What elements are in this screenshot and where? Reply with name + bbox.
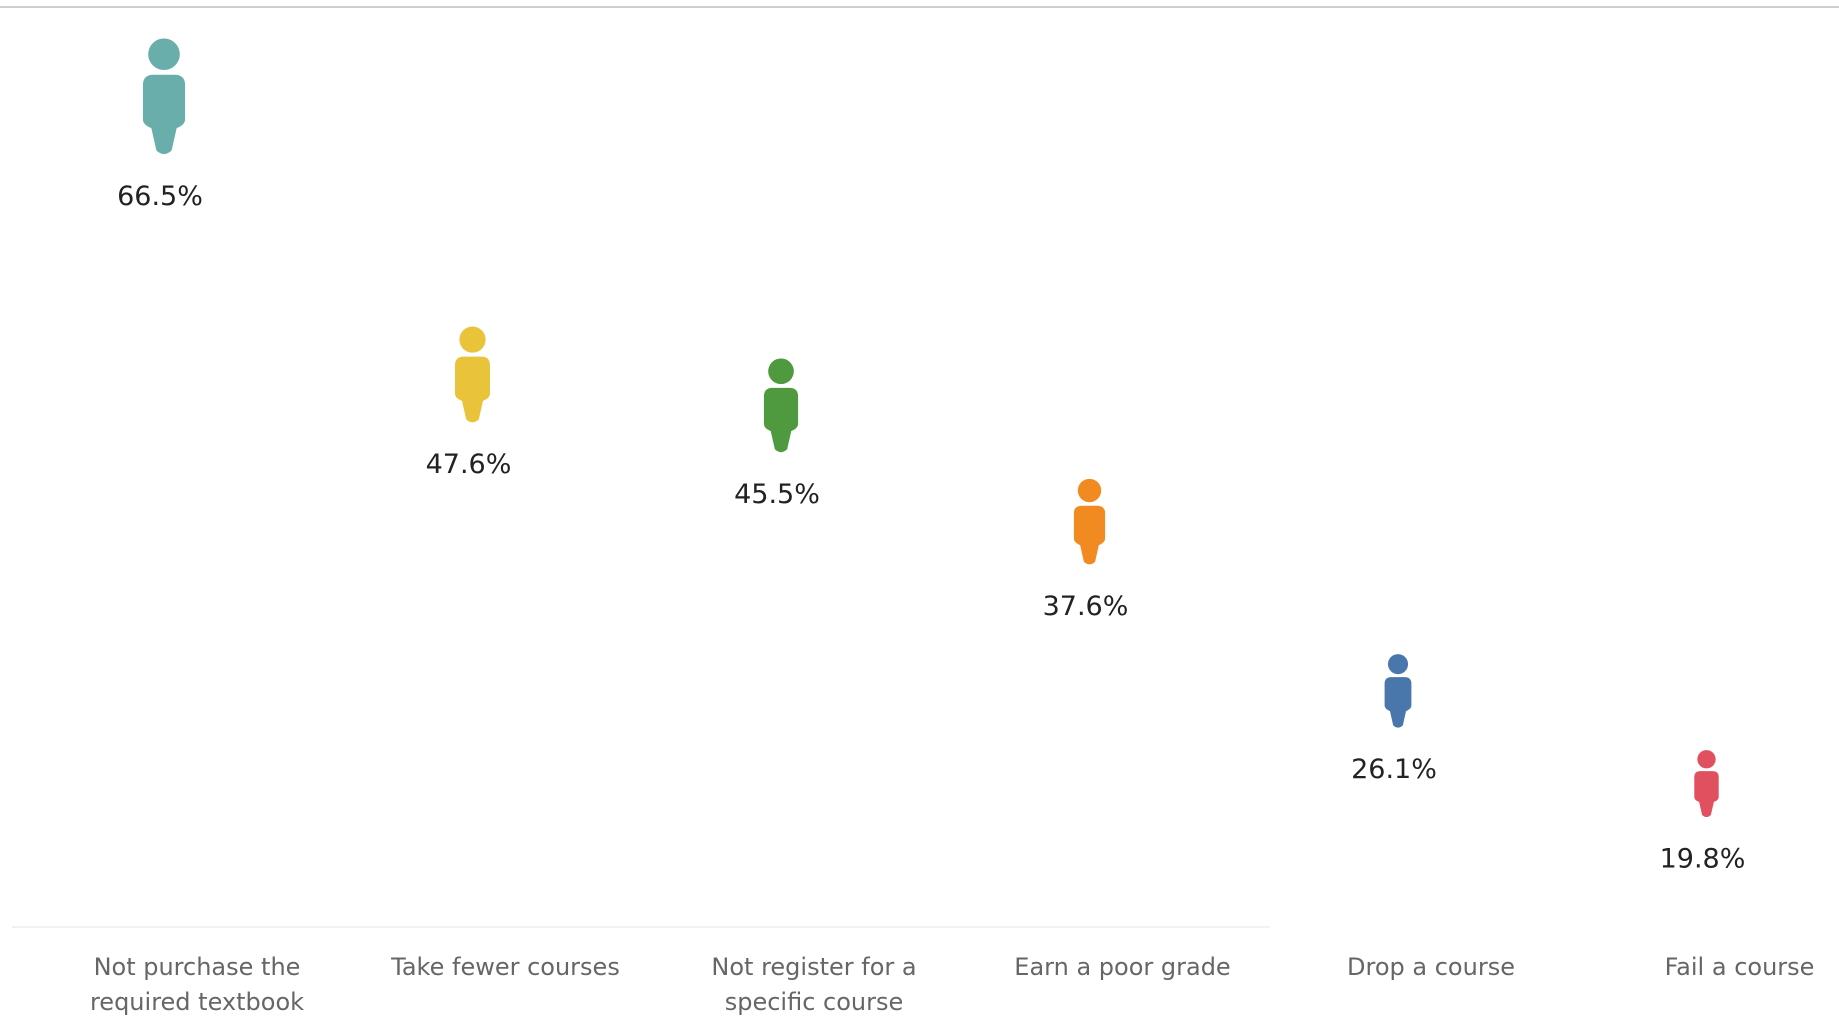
icon-body [1074, 506, 1105, 565]
person-icon [1694, 750, 1718, 817]
icon-head [1388, 654, 1408, 674]
icon-head [459, 326, 485, 352]
category-label: Fail a course [1614, 950, 1839, 985]
category-label: Earn a poor grade [997, 950, 1249, 985]
category-label: Not purchase the required textbook [71, 950, 323, 1020]
person-icon [1074, 479, 1105, 565]
icon-body [143, 75, 185, 154]
icon-head [1078, 479, 1101, 502]
icon-head [148, 38, 180, 70]
value-label: 37.6% [1043, 591, 1129, 622]
person-icon [455, 326, 490, 422]
value-label: 45.5% [734, 479, 820, 510]
icon-body [764, 388, 798, 452]
person-icon [143, 38, 185, 154]
category-label: Drop a course [1305, 950, 1557, 985]
icon-body [1694, 771, 1718, 817]
category-label: Not register for a specific course [688, 950, 940, 1020]
icon-body [455, 357, 490, 423]
person-icon [764, 358, 798, 452]
value-label: 19.8% [1660, 843, 1746, 874]
icon-head [768, 358, 794, 384]
category-label: Take fewer courses [380, 950, 632, 985]
value-label: 66.5% [117, 181, 203, 212]
value-label: 26.1% [1351, 754, 1437, 785]
icon-head [1697, 750, 1715, 768]
icon-body [1385, 677, 1412, 727]
person-icon [1385, 654, 1412, 728]
value-label: 47.6% [426, 449, 512, 480]
